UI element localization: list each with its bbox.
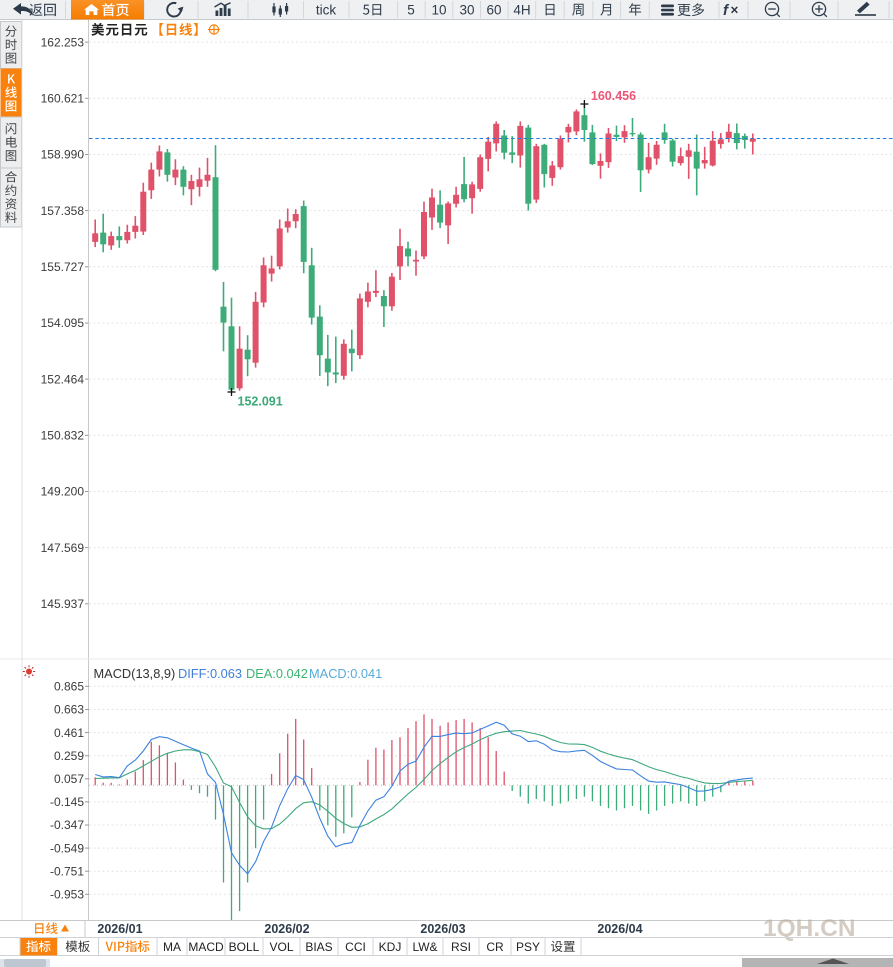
svg-text:0.663: 0.663 [54,703,84,717]
svg-text:-0.953: -0.953 [50,888,84,902]
svg-text:30: 30 [459,3,474,18]
svg-text:RSI: RSI [451,940,471,954]
svg-text:2026/03: 2026/03 [420,922,465,936]
svg-text:147.569: 147.569 [41,541,85,555]
svg-text:CR: CR [486,940,504,954]
svg-text:-0.751: -0.751 [50,864,84,878]
svg-text:BOLL: BOLL [229,940,260,954]
svg-text:162.253: 162.253 [41,35,85,49]
svg-text:DIFF:0.063: DIFF:0.063 [178,666,242,681]
svg-text:MACD: MACD [188,940,224,954]
svg-text:×: × [731,3,739,18]
svg-text:60: 60 [486,3,501,18]
svg-text:tick: tick [316,3,337,18]
svg-text:PSY: PSY [516,940,540,954]
svg-text:152.464: 152.464 [41,372,85,386]
svg-text:2026/01: 2026/01 [97,922,142,936]
svg-text:160.621: 160.621 [41,92,85,106]
svg-text:-0.549: -0.549 [50,841,84,855]
svg-text:154.095: 154.095 [41,316,85,330]
svg-text:10: 10 [431,3,446,18]
svg-text:4H: 4H [513,3,530,18]
svg-text:145.937: 145.937 [41,597,85,611]
svg-text:155.727: 155.727 [41,260,85,274]
svg-text:0.057: 0.057 [54,772,84,786]
svg-text:f: f [723,2,730,19]
svg-text:-0.347: -0.347 [50,818,84,832]
svg-text:149.200: 149.200 [41,485,85,499]
svg-text:152.091: 152.091 [238,395,283,409]
svg-text:LW&: LW& [412,940,437,954]
svg-text:0.461: 0.461 [54,726,84,740]
svg-text:157.358: 157.358 [41,204,85,218]
svg-text:BIAS: BIAS [305,940,332,954]
svg-text:5: 5 [407,3,415,18]
svg-text:0.865: 0.865 [54,680,84,694]
svg-text:MACD:0.041: MACD:0.041 [309,666,382,681]
svg-text:CCI: CCI [345,940,366,954]
svg-text:MACD(13,8,9): MACD(13,8,9) [94,666,176,681]
svg-text:MA: MA [163,940,181,954]
svg-text:2026/02: 2026/02 [264,922,309,936]
svg-text:DEA:0.042: DEA:0.042 [246,666,308,681]
svg-text:150.832: 150.832 [41,429,85,443]
svg-text:VOL: VOL [269,940,293,954]
svg-text:160.456: 160.456 [591,89,636,103]
svg-text:KDJ: KDJ [379,940,402,954]
svg-text:0.259: 0.259 [54,749,84,763]
svg-text:2026/04: 2026/04 [597,922,642,936]
svg-text:-0.145: -0.145 [50,795,84,809]
svg-text:158.990: 158.990 [41,148,85,162]
